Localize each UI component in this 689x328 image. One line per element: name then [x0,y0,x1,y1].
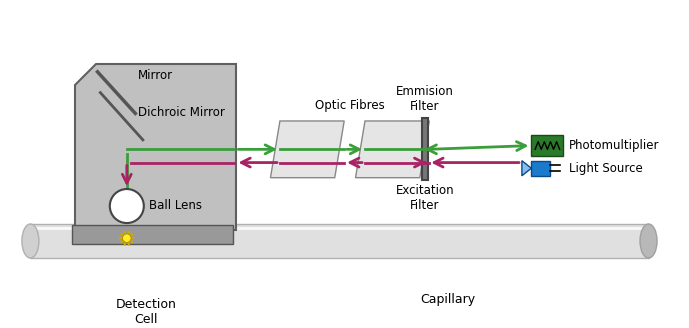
Polygon shape [271,121,344,178]
Bar [72,225,233,244]
Polygon shape [75,64,236,230]
Text: Emmision
Filter: Emmision Filter [396,85,454,113]
Circle shape [123,234,131,242]
Text: Ball Lens: Ball Lens [149,199,202,212]
Text: Excitation
Filter: Excitation Filter [395,184,454,212]
Polygon shape [356,121,429,178]
Text: Detection
Cell: Detection Cell [115,298,176,326]
Circle shape [110,189,144,223]
Text: Capillary: Capillary [420,293,475,306]
Text: Photomultiplier: Photomultiplier [569,139,659,152]
Text: Light Source: Light Source [569,162,643,175]
Bar [531,161,551,176]
Bar [30,224,648,258]
Ellipse shape [640,224,657,258]
Polygon shape [522,161,531,176]
Ellipse shape [22,224,39,258]
Text: Mirror: Mirror [138,70,173,82]
Text: Dichroic Mirror: Dichroic Mirror [138,106,225,119]
Bar [422,118,429,179]
Text: Optic Fibres: Optic Fibres [315,98,384,112]
Bar [531,135,564,156]
